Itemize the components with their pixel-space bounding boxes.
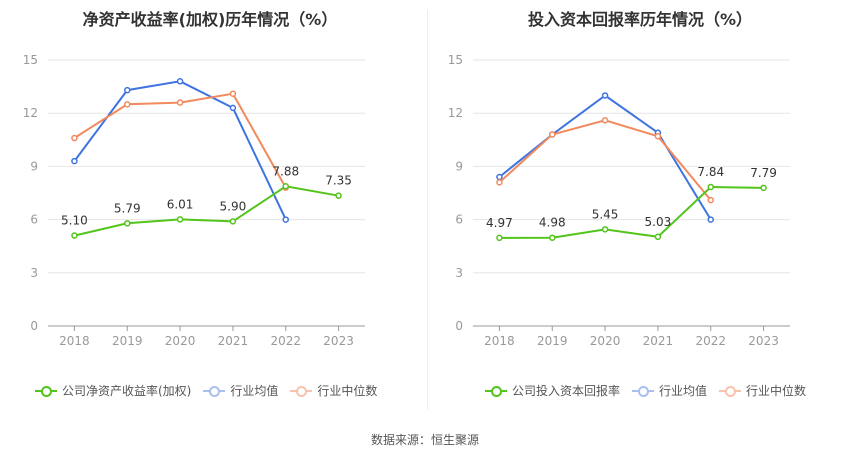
legend-mean-marker bbox=[632, 385, 655, 397]
legend-median-marker bbox=[290, 385, 313, 397]
y-tick-label: 0 bbox=[30, 319, 38, 333]
legend-label: 行业均值 bbox=[230, 384, 279, 398]
chart-title-right: 投入资本回报率历年情况（%） bbox=[527, 10, 753, 29]
data-point-mean bbox=[176, 78, 184, 85]
data-point-mean bbox=[124, 86, 131, 94]
legend-item-mean[interactable]: 行业均值 bbox=[632, 382, 707, 399]
legend-left: 公司净资产收益率(加权) 行业均值 行业中位数 bbox=[35, 382, 389, 399]
series-line-median bbox=[73, 92, 287, 189]
data-point-company bbox=[654, 233, 662, 241]
data-point-company bbox=[71, 232, 78, 239]
data-label: 5.90 bbox=[220, 199, 247, 213]
legend-label: 行业均值 bbox=[659, 384, 708, 398]
data-point-mean bbox=[229, 104, 237, 112]
legend-label: 公司投入资本回报率 bbox=[512, 384, 621, 398]
x-tick-label: 2020 bbox=[590, 334, 621, 348]
y-tick-label: 12 bbox=[23, 106, 38, 120]
x-tick-label: 2022 bbox=[270, 334, 301, 348]
data-point-median bbox=[496, 179, 503, 186]
roe-line-chart: 0 3 6 9 12 15 2018 2019 2020 2021 2022 2023 5.10 5.79… bbox=[23, 53, 365, 348]
data-point-company bbox=[335, 192, 342, 199]
x-tick-label: 2021 bbox=[643, 334, 674, 348]
x-tick-label: 2021 bbox=[218, 334, 249, 348]
series-line-company bbox=[499, 185, 764, 239]
data-source: 数据来源：恒生聚源 bbox=[370, 433, 479, 447]
y-tick-label: 15 bbox=[23, 53, 38, 67]
data-point-median bbox=[176, 99, 184, 106]
data-label: 4.97 bbox=[486, 216, 513, 230]
data-label: 6.01 bbox=[167, 197, 194, 211]
data-point-company bbox=[124, 220, 131, 227]
legend-item-company[interactable]: 公司投入资本回报率 bbox=[485, 382, 620, 399]
legend-item-mean[interactable]: 行业均值 bbox=[203, 382, 278, 399]
x-tick-label: 2019 bbox=[537, 334, 568, 348]
legend-company-marker bbox=[485, 385, 507, 397]
data-point-median bbox=[601, 117, 609, 124]
data-label: 5.79 bbox=[114, 201, 141, 215]
data-label: 7.84 bbox=[697, 165, 724, 179]
y-tick-label: 12 bbox=[448, 106, 463, 120]
legend-right: 公司投入资本回报率 行业均值 行业中位数 bbox=[485, 382, 818, 399]
data-point-company bbox=[176, 216, 184, 223]
data-label: 5.10 bbox=[61, 214, 88, 228]
data-label: 5.03 bbox=[645, 215, 672, 229]
data-point-median bbox=[124, 101, 131, 108]
legend-label: 公司净资产收益率(加权) bbox=[62, 384, 192, 398]
data-label: 7.88 bbox=[272, 164, 299, 178]
data-label: 4.98 bbox=[539, 216, 566, 230]
data-point-company bbox=[707, 183, 714, 191]
y-tick-label: 15 bbox=[448, 53, 463, 67]
series-line-median bbox=[498, 119, 712, 201]
data-point-mean bbox=[707, 216, 714, 223]
legend-company-marker bbox=[35, 385, 57, 397]
series-line-company bbox=[74, 185, 339, 237]
legend-mean-marker bbox=[203, 385, 226, 397]
data-point-company bbox=[229, 218, 237, 225]
legend-item-company[interactable]: 公司净资产收益率(加权) bbox=[35, 382, 191, 399]
x-tick-label: 2018 bbox=[59, 334, 90, 348]
roic-line-chart: 0 3 6 9 12 15 2018 2019 2020 2021 2022 2023 4.97 4.98… bbox=[448, 53, 790, 348]
data-label: 7.35 bbox=[325, 174, 352, 188]
data-point-median bbox=[549, 131, 556, 138]
data-point-company bbox=[496, 234, 503, 242]
data-point-company bbox=[549, 234, 556, 241]
y-tick-label: 3 bbox=[455, 266, 463, 280]
chart-title-left: 净资产收益率(加权)历年情况（%） bbox=[82, 10, 338, 29]
data-label: 7.79 bbox=[750, 166, 777, 180]
y-tick-label: 3 bbox=[30, 266, 38, 280]
data-point-mean bbox=[71, 157, 78, 165]
data-point-mean bbox=[601, 92, 609, 99]
legend-item-median[interactable]: 行业中位数 bbox=[290, 382, 377, 399]
chart-divider bbox=[427, 10, 428, 410]
y-tick-label: 9 bbox=[455, 159, 463, 173]
legend-label: 行业中位数 bbox=[746, 384, 807, 398]
x-tick-label: 2022 bbox=[695, 334, 726, 348]
legend-item-median[interactable]: 行业中位数 bbox=[719, 382, 806, 399]
data-point-mean bbox=[282, 216, 289, 223]
legend-label: 行业中位数 bbox=[317, 384, 378, 398]
x-tick-label: 2019 bbox=[112, 334, 143, 348]
y-tick-label: 6 bbox=[455, 213, 463, 227]
data-point-median bbox=[707, 196, 714, 204]
data-label: 5.45 bbox=[592, 207, 619, 221]
x-tick-label: 2018 bbox=[484, 334, 515, 348]
series-line-mean bbox=[498, 94, 712, 221]
y-tick-label: 6 bbox=[30, 213, 38, 227]
x-tick-label: 2023 bbox=[748, 334, 779, 348]
x-tick-label: 2023 bbox=[323, 334, 354, 348]
data-point-mean bbox=[496, 173, 503, 181]
x-tick-label: 2020 bbox=[165, 334, 196, 348]
data-point-company bbox=[282, 183, 289, 190]
y-tick-label: 9 bbox=[30, 159, 38, 173]
data-point-median bbox=[654, 133, 662, 140]
data-point-median bbox=[71, 134, 78, 142]
data-point-company bbox=[760, 184, 767, 192]
legend-median-marker bbox=[719, 385, 742, 397]
data-point-median bbox=[229, 90, 237, 97]
y-tick-label: 0 bbox=[455, 319, 463, 333]
data-point-company bbox=[601, 226, 609, 233]
